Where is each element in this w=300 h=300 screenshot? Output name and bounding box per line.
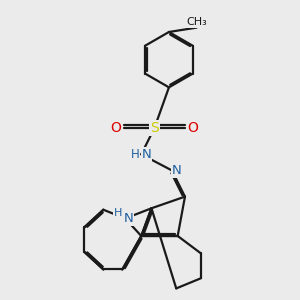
Text: N: N [123,212,133,225]
Text: N: N [142,148,152,161]
Text: H: H [130,148,139,161]
Text: N: N [172,164,182,177]
Text: S: S [150,121,159,135]
Text: O: O [110,121,121,135]
Text: H: H [114,208,122,218]
Text: O: O [188,121,199,135]
Text: CH₃: CH₃ [186,17,207,27]
